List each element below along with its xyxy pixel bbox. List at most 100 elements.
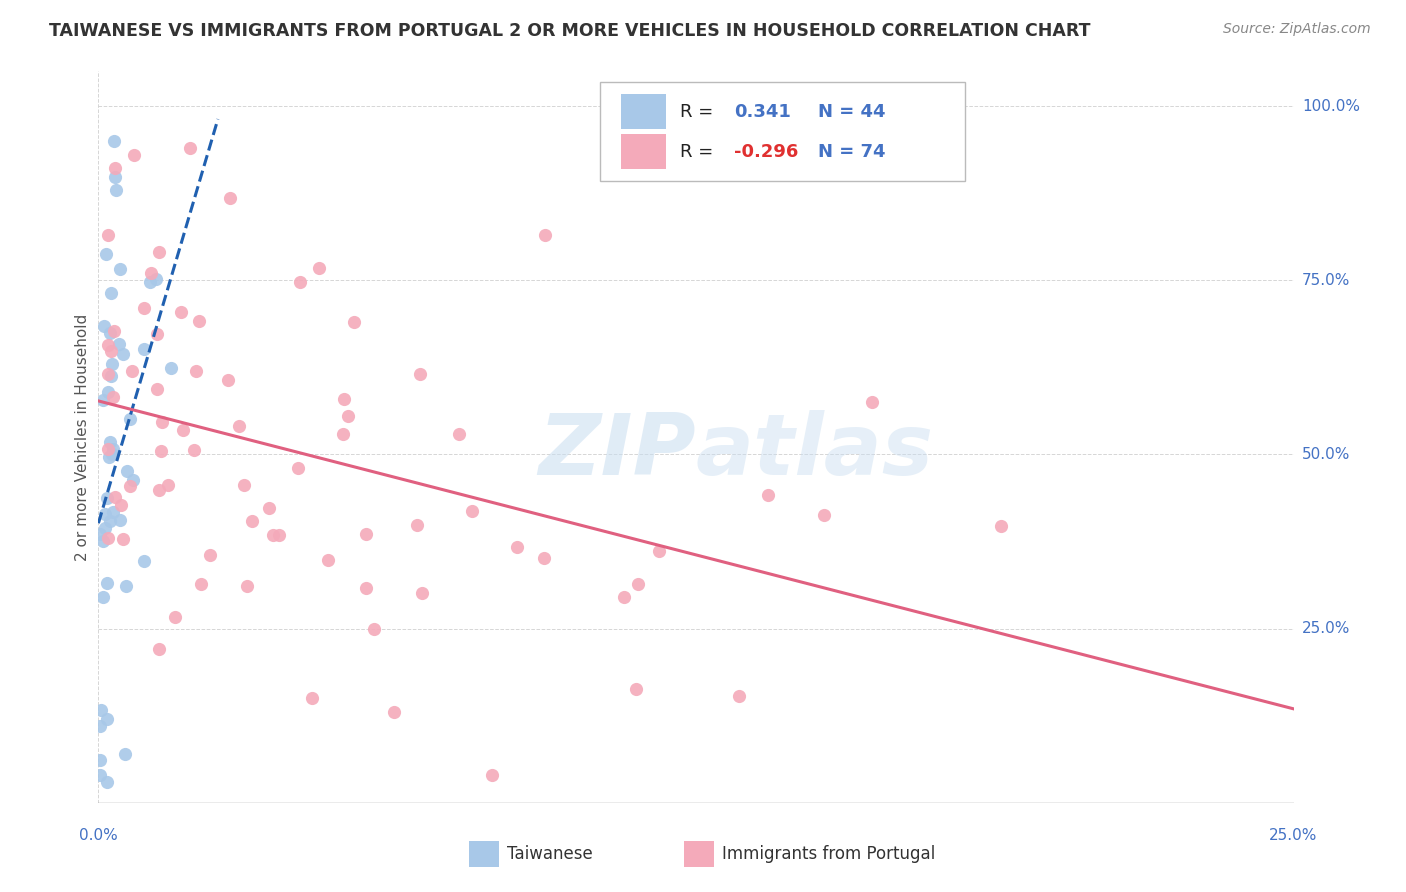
- Point: [100, 369, 122, 384]
- Point: [104, 490, 127, 504]
- Point: [97, 384, 120, 399]
- Point: [301, 690, 323, 705]
- Point: [97, 367, 120, 381]
- Point: [354, 527, 377, 541]
- Point: [108, 513, 131, 527]
- Point: [96, 491, 118, 506]
- Point: [146, 382, 169, 396]
- Point: [121, 364, 143, 378]
- Text: 75.0%: 75.0%: [1302, 273, 1350, 288]
- Point: [287, 461, 309, 475]
- Text: 50.0%: 50.0%: [1302, 447, 1350, 462]
- Point: [240, 514, 263, 528]
- Point: [190, 576, 212, 591]
- Point: [860, 394, 883, 409]
- Point: [228, 418, 250, 433]
- Point: [111, 532, 134, 546]
- Point: [363, 622, 385, 636]
- Bar: [470, 841, 499, 867]
- Point: [150, 415, 173, 429]
- Text: 100.0%: 100.0%: [1302, 99, 1360, 113]
- Point: [117, 464, 139, 478]
- Point: [219, 191, 242, 205]
- Bar: [620, 94, 666, 129]
- Point: [183, 443, 205, 458]
- Point: [624, 681, 647, 696]
- Point: [100, 286, 122, 301]
- Point: [217, 373, 239, 387]
- Point: [728, 690, 751, 704]
- Point: [172, 423, 194, 437]
- Point: [290, 275, 312, 289]
- Text: 0.0%: 0.0%: [79, 828, 118, 843]
- Point: [157, 478, 180, 492]
- Text: N = 74: N = 74: [818, 143, 886, 161]
- Point: [160, 361, 183, 376]
- Text: 0.341: 0.341: [734, 103, 792, 120]
- Point: [259, 501, 281, 516]
- Point: [179, 141, 201, 155]
- Point: [447, 426, 470, 441]
- Point: [96, 712, 118, 726]
- Point: [141, 266, 163, 280]
- Point: [90, 703, 112, 717]
- Text: -0.296: -0.296: [734, 143, 799, 161]
- Point: [145, 327, 167, 342]
- Point: [122, 473, 145, 487]
- Point: [100, 344, 122, 359]
- Text: N = 44: N = 44: [818, 103, 886, 120]
- Text: ZIP: ZIP: [538, 410, 696, 493]
- Point: [236, 579, 259, 593]
- Point: [148, 483, 170, 498]
- Point: [103, 134, 125, 148]
- Point: [96, 775, 118, 789]
- Point: [98, 450, 121, 464]
- Point: [356, 581, 378, 595]
- Point: [93, 318, 115, 333]
- Point: [93, 521, 115, 535]
- Point: [382, 705, 405, 719]
- Point: [118, 411, 141, 425]
- Point: [89, 768, 111, 782]
- Point: [481, 768, 503, 782]
- Point: [411, 585, 433, 599]
- Point: [114, 747, 136, 762]
- Point: [97, 227, 120, 242]
- Point: [343, 315, 366, 329]
- Point: [534, 228, 557, 243]
- Bar: [620, 135, 666, 169]
- Point: [110, 498, 132, 512]
- Point: [89, 527, 111, 541]
- FancyBboxPatch shape: [600, 82, 965, 181]
- Point: [108, 336, 131, 351]
- Point: [94, 508, 117, 522]
- Point: [134, 342, 156, 356]
- Text: TAIWANESE VS IMMIGRANTS FROM PORTUGAL 2 OR MORE VEHICLES IN HOUSEHOLD CORRELATIO: TAIWANESE VS IMMIGRANTS FROM PORTUGAL 2 …: [49, 22, 1091, 40]
- Point: [269, 528, 291, 542]
- Point: [187, 314, 209, 328]
- Point: [89, 753, 111, 767]
- Point: [409, 368, 432, 382]
- Text: R =: R =: [681, 103, 720, 120]
- Point: [613, 590, 636, 604]
- Point: [98, 326, 121, 341]
- Point: [108, 261, 131, 276]
- Point: [98, 434, 121, 449]
- Point: [101, 505, 124, 519]
- Point: [405, 518, 427, 533]
- Point: [97, 337, 120, 351]
- Point: [148, 641, 170, 656]
- Point: [132, 301, 155, 316]
- Text: atlas: atlas: [696, 410, 934, 493]
- Point: [232, 478, 254, 492]
- Point: [134, 554, 156, 568]
- Point: [89, 719, 111, 733]
- Point: [461, 503, 484, 517]
- Point: [145, 272, 167, 286]
- Point: [111, 347, 134, 361]
- Point: [100, 514, 122, 528]
- Point: [262, 528, 284, 542]
- Point: [990, 519, 1012, 533]
- Point: [200, 548, 222, 562]
- Text: 25.0%: 25.0%: [1302, 621, 1350, 636]
